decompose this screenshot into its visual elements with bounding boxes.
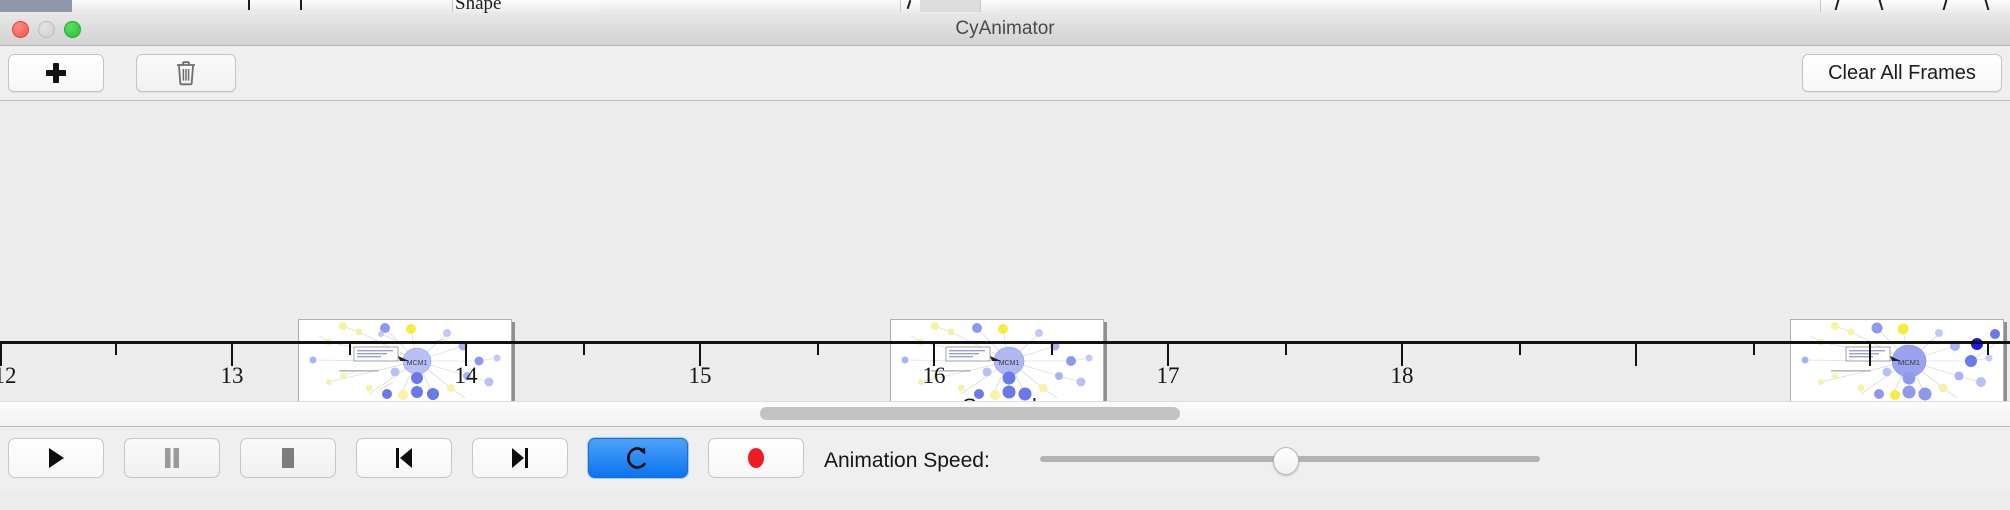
background-glyph xyxy=(1834,0,1840,10)
background-selected-cell xyxy=(0,0,72,12)
background-app-strip: Shape xyxy=(0,0,2010,14)
keyframe-thumbnail[interactable]: MCM1 xyxy=(1790,319,2004,401)
svg-text:MCM1: MCM1 xyxy=(407,360,428,367)
skip-to-end-button[interactable] xyxy=(472,438,568,478)
background-glyph xyxy=(906,0,912,10)
pause-icon xyxy=(165,448,179,468)
ruler-tick-major xyxy=(1401,344,1403,366)
svg-text:MCM1: MCM1 xyxy=(1898,358,1920,367)
ruler-label: 14 xyxy=(454,363,478,388)
keyframe-thumbnail[interactable]: MCM1 xyxy=(298,319,512,401)
ruler-tick-major xyxy=(1869,344,1871,366)
background-glyph xyxy=(1984,0,1990,10)
play-button[interactable] xyxy=(8,438,104,478)
zoom-icon[interactable] xyxy=(64,21,81,38)
background-partial-label: Shape xyxy=(455,0,502,14)
background-cell xyxy=(352,0,453,12)
ruler-tick-major xyxy=(231,344,233,366)
trash-icon xyxy=(177,61,195,86)
play-icon xyxy=(49,448,64,468)
skip-to-start-button[interactable] xyxy=(356,438,452,478)
skip-back-icon xyxy=(396,448,412,468)
minimize-icon[interactable] xyxy=(38,21,55,38)
ruler-tick-minor xyxy=(115,344,117,355)
ruler-tick-major xyxy=(465,344,467,366)
ruler-label: 15 xyxy=(688,363,712,388)
add-frame-button[interactable] xyxy=(8,54,104,92)
ruler-tick-minor xyxy=(1753,344,1755,355)
traffic-lights xyxy=(12,21,81,38)
scrollbar-thumb[interactable] xyxy=(760,407,1180,420)
background-cell xyxy=(1000,0,1821,12)
ruler-tick-minor xyxy=(1519,344,1521,355)
ruler-tick-major xyxy=(699,344,701,366)
timeline-horizontal-scrollbar[interactable] xyxy=(0,401,2010,427)
ruler-label: 16 xyxy=(922,363,946,388)
background-glyph xyxy=(300,0,302,10)
record-icon xyxy=(748,448,764,468)
plus-icon xyxy=(46,63,66,83)
network-thumbnail-graphic: MCM1 xyxy=(1791,320,2003,401)
keyframe-thumbnail[interactable]: MCM1 xyxy=(890,319,1104,401)
background-cell xyxy=(920,0,981,12)
ruler-tick-minor xyxy=(817,344,819,355)
loop-icon xyxy=(627,447,647,469)
loop-button[interactable] xyxy=(588,438,688,478)
background-cell xyxy=(232,0,293,12)
frame-toolbar: Clear All Frames xyxy=(0,46,2010,101)
ruler-label: 13 xyxy=(220,363,244,388)
window-titlebar[interactable]: CyAnimator xyxy=(0,13,2010,46)
ruler-tick-minor xyxy=(1285,344,1287,355)
stop-icon xyxy=(282,448,294,468)
ruler-tick-minor xyxy=(349,344,351,355)
ruler-tick-major xyxy=(933,344,935,366)
ruler-tick-minor xyxy=(1987,344,1989,355)
pause-button[interactable] xyxy=(124,438,220,478)
background-glyph xyxy=(1942,0,1948,10)
ruler-label: 18 xyxy=(1390,363,1414,388)
stop-button[interactable] xyxy=(240,438,336,478)
clear-all-frames-label: Clear All Frames xyxy=(1828,61,1976,84)
animation-speed-label: Animation Speed: xyxy=(824,449,990,472)
background-glyph xyxy=(248,0,250,10)
network-thumbnail-graphic: MCM1 xyxy=(891,320,1103,401)
svg-text:MCM1: MCM1 xyxy=(999,360,1020,367)
background-glyph xyxy=(1878,0,1884,10)
timeline-axis-title: Seconds xyxy=(0,394,2010,401)
clear-all-frames-button[interactable]: Clear All Frames xyxy=(1802,54,2002,92)
background-cell xyxy=(600,0,901,12)
window-title: CyAnimator xyxy=(955,18,1055,39)
playback-controls-bar: Animation Speed: xyxy=(0,427,2010,491)
delete-frame-button[interactable] xyxy=(136,54,236,92)
cyanimator-window: CyAnimator Clear All Frames xyxy=(0,13,2010,510)
network-thumbnail-graphic: MCM1 xyxy=(299,320,511,401)
ruler-tick-minor xyxy=(583,344,585,355)
animation-speed-slider-knob[interactable] xyxy=(1273,447,1299,475)
skip-forward-icon xyxy=(512,448,528,468)
record-button[interactable] xyxy=(708,438,804,478)
ruler-tick-minor xyxy=(1051,344,1053,355)
close-icon[interactable] xyxy=(12,21,29,38)
ruler-tick-major xyxy=(1635,344,1637,366)
ruler-tick-major xyxy=(0,344,2,366)
ruler-tick-major xyxy=(1167,344,1169,366)
background-cell xyxy=(72,0,233,12)
ruler-label: 12 xyxy=(0,363,17,388)
ruler-label: 17 xyxy=(1156,363,1180,388)
timeline-panel[interactable]: MCM1 xyxy=(0,101,2010,401)
timeline-ruler-line xyxy=(0,341,2010,344)
